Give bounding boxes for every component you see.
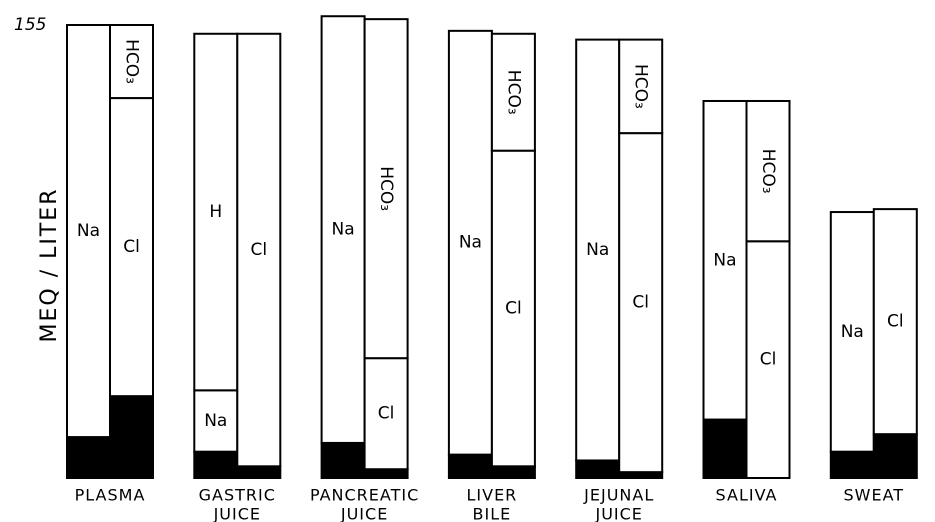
segment-label: HCO₃: [631, 64, 651, 109]
segment-label: Cl: [378, 404, 395, 424]
segment-label: Na: [77, 221, 100, 241]
x-category-label: LIVER: [466, 486, 517, 505]
segment-label: H: [209, 202, 222, 222]
segment-label: Cl: [887, 312, 904, 332]
bar-segment: [745, 99, 791, 243]
bar-segment: [618, 38, 664, 135]
segment-label: Na: [204, 411, 227, 431]
segment-label: HCO₃: [376, 166, 396, 211]
segment-label: HCO₃: [122, 39, 142, 84]
bar-segment: [363, 468, 409, 480]
segment-label: HCO₃: [503, 70, 523, 115]
bar-segment: [363, 357, 409, 471]
segment-label: HCO₃: [758, 149, 778, 194]
bar-segment: [490, 32, 536, 152]
bar-segment: [66, 24, 111, 439]
bar-segment: [66, 436, 111, 479]
segment-label: Na: [713, 250, 736, 270]
segment-label: Cl: [505, 298, 522, 318]
bar-segment: [872, 433, 918, 479]
bar-segment: [575, 38, 621, 462]
segment-label: Na: [459, 233, 482, 253]
bar-segment: [320, 441, 366, 480]
bar-segment: [829, 211, 875, 453]
bar-segment: [193, 32, 239, 392]
bar-segment: [109, 395, 154, 480]
segment-label: Na: [841, 322, 864, 342]
bar-segment: [447, 453, 493, 479]
segment-label: Cl: [632, 293, 649, 313]
x-category-label: SALIVA: [716, 486, 778, 505]
x-category-label: PLASMA: [75, 486, 146, 505]
segment-label: Cl: [760, 350, 777, 370]
x-category-label: PANCREATIC: [310, 486, 419, 505]
x-category-label: BILE: [473, 505, 512, 522]
bar-segment: [745, 240, 791, 479]
bar-segment: [363, 18, 409, 360]
bar-segment: [109, 24, 154, 100]
bar-segment: [236, 32, 282, 468]
segment-label: Cl: [123, 237, 140, 257]
bar-segment: [236, 465, 282, 480]
x-category-label: JUICE: [340, 505, 388, 522]
bar-segment: [702, 418, 748, 480]
bar-segment: [193, 450, 239, 480]
bar-segment: [490, 149, 536, 468]
bar-segment: [575, 459, 621, 479]
segment-label: Cl: [251, 240, 268, 260]
segment-label: Na: [332, 220, 355, 240]
x-category-label: JEJUNAL: [583, 486, 654, 505]
bar-segment: [447, 29, 493, 456]
x-category-label: GASTRIC: [199, 486, 276, 505]
segment-label: Na: [586, 240, 609, 260]
bar-segment: [829, 450, 875, 480]
x-category-label: JUICE: [594, 505, 642, 522]
bar-segment: [618, 132, 664, 474]
x-category-label: SWEAT: [844, 486, 905, 505]
bar-segment: [872, 208, 918, 436]
bar-segment: [490, 465, 536, 480]
y-axis-label: MEQ / LITER: [37, 188, 62, 343]
y-tick-label: 155: [14, 15, 46, 35]
x-category-label: JUICE: [213, 505, 261, 522]
bar-segment: [109, 97, 154, 398]
bar-segment: [320, 15, 366, 444]
